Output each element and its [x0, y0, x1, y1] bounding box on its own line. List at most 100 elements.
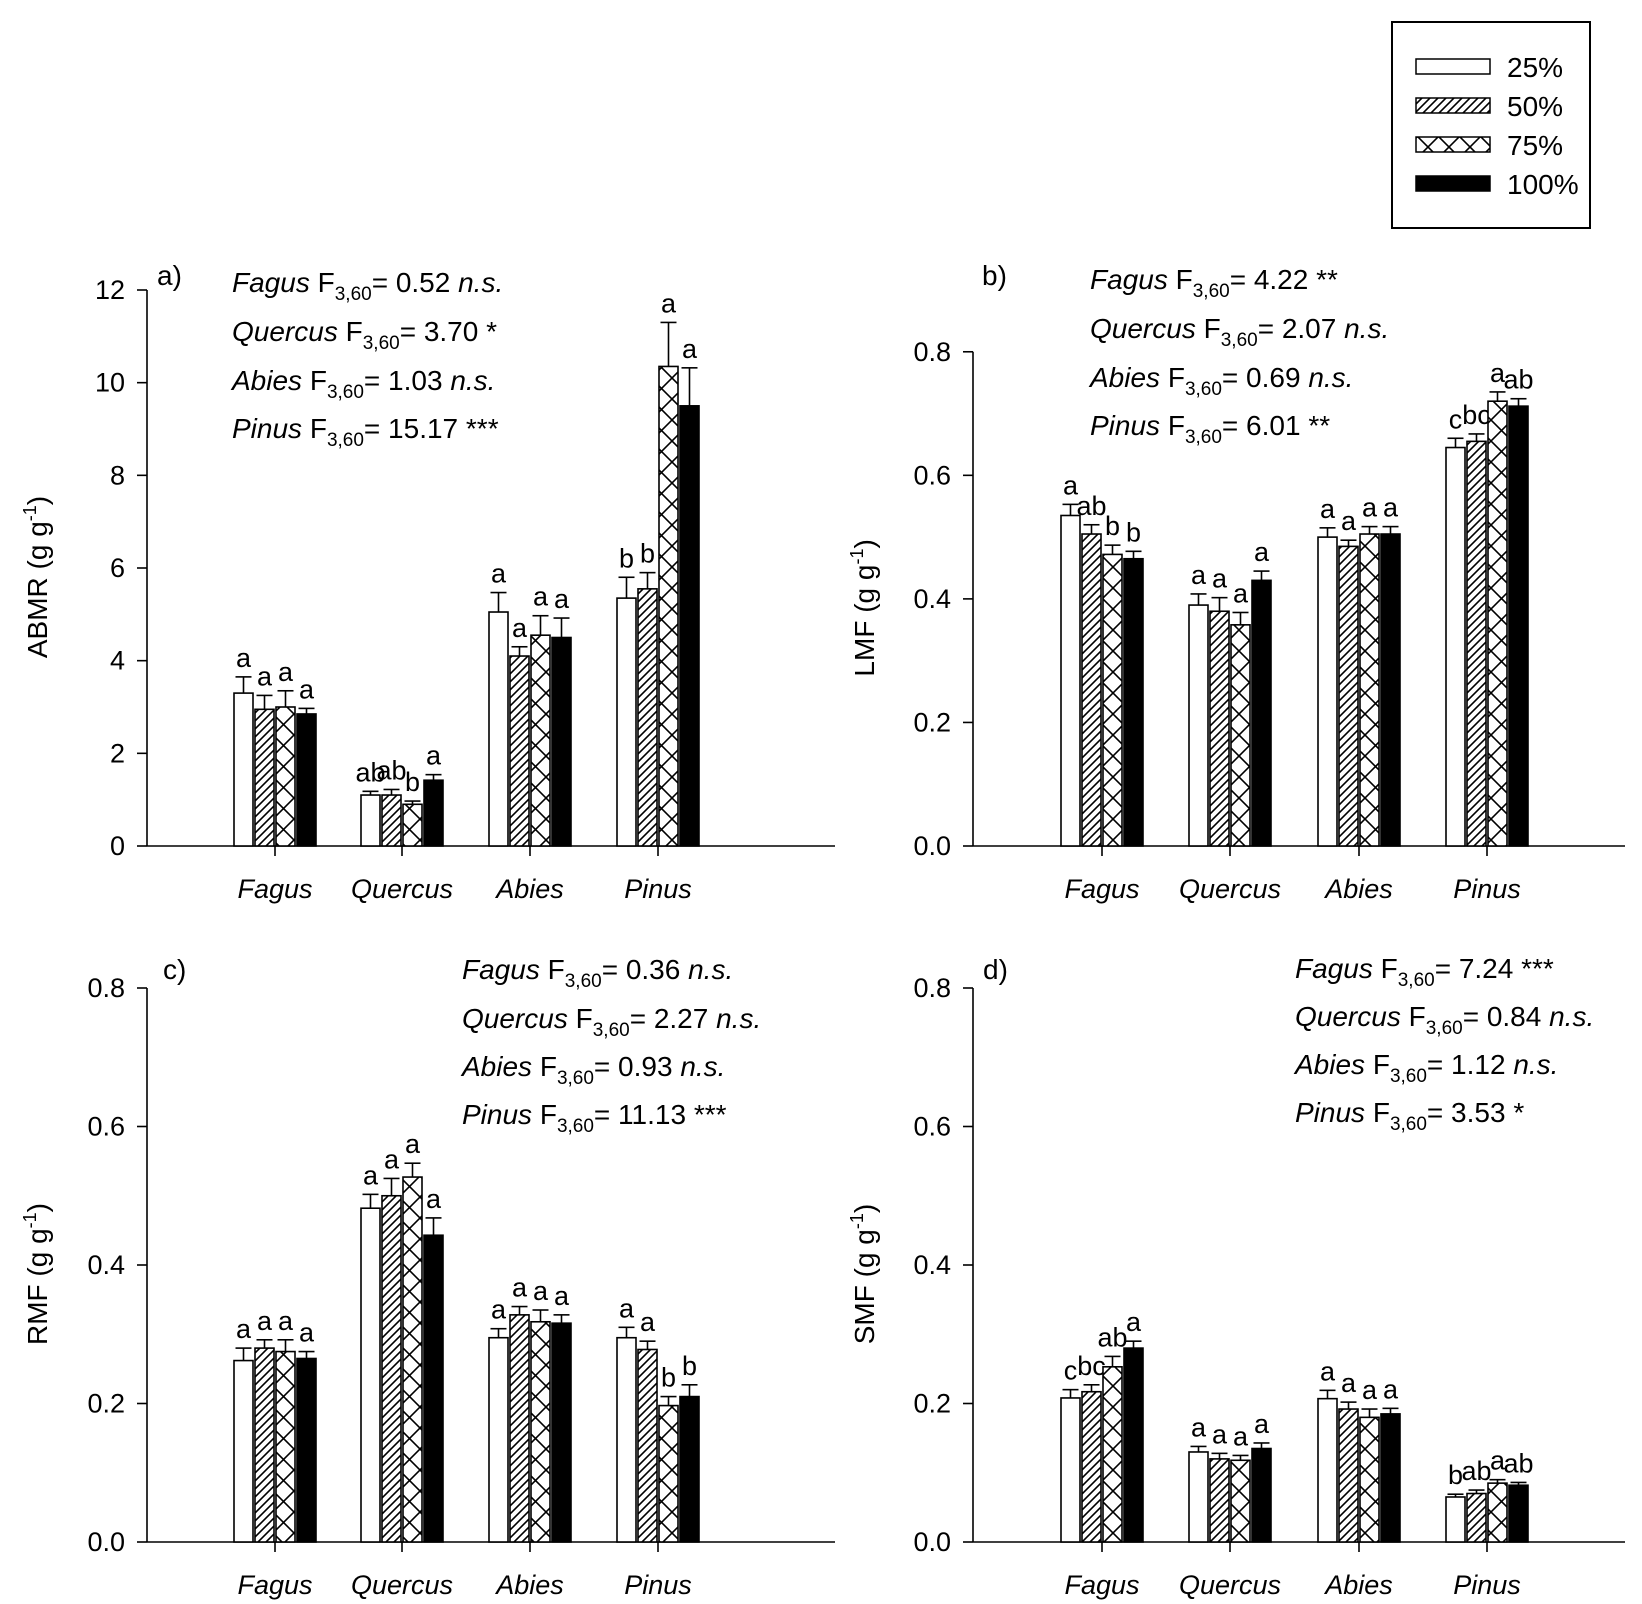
legend: 25% 50% 75% 100% [1391, 21, 1591, 229]
significance-letter: bc [1462, 400, 1491, 430]
stat-value: = 11.13 [594, 1099, 694, 1130]
significance-letter: a [1320, 494, 1336, 524]
category-label-quercus: Quercus [351, 1570, 453, 1600]
stat-genus: Abies [1088, 362, 1160, 393]
y-axis-title: ABMR (g g-1) [20, 496, 53, 658]
y-axis-title-close: ) [22, 1203, 53, 1212]
stat-df: 3,60 [327, 382, 364, 403]
significance-letter: a [1383, 493, 1399, 523]
stat-f: F [568, 1003, 593, 1034]
bar-25 [616, 1336, 637, 1543]
significance-letter: a [405, 1129, 421, 1159]
stat-line-abies: Abies F3,60= 0.69 n.s. [1088, 362, 1353, 400]
stat-df: 3,60 [1398, 970, 1435, 991]
significance-letter: ab [1461, 1456, 1491, 1486]
stat-value: = 0.36 [602, 954, 688, 985]
bar-75 [402, 1176, 423, 1543]
y-axis-title-sup: -1 [20, 1212, 40, 1228]
stat-genus: Quercus [462, 1003, 568, 1034]
stat-significance: n.s. [1549, 1001, 1594, 1032]
significance-letter: a [1212, 1419, 1228, 1449]
bar-50 [1081, 1390, 1102, 1543]
stat-line-quercus: Quercus F3,60= 3.70 * [232, 316, 497, 354]
stat-line-pinus: Pinus F3,60= 11.13 *** [462, 1099, 727, 1137]
stat-df: 3,60 [1193, 281, 1230, 302]
significance-letter: a [363, 1160, 379, 1190]
significance-letter: b [1448, 1460, 1463, 1490]
significance-letter: a [257, 1306, 273, 1336]
category-label-fagus: Fagus [237, 874, 312, 904]
category-label-abies: Abies [494, 874, 564, 904]
bar-25 [360, 794, 381, 847]
y-axis-title-close: ) [849, 1204, 880, 1213]
significance-letter: a [1191, 1412, 1207, 1442]
stat-f: F [1160, 362, 1185, 393]
bar-75 [1359, 1416, 1380, 1543]
y-axis-title-text: LMF (g g [849, 565, 880, 677]
bar-75 [1102, 553, 1123, 847]
significance-letter: a [1383, 1374, 1399, 1404]
legend-swatch-100 [1415, 175, 1491, 192]
stat-f: F [302, 365, 327, 396]
category-label-abies: Abies [1323, 1570, 1393, 1600]
significance-letter: a [661, 288, 677, 318]
bar-50 [509, 1314, 530, 1543]
bar-100 [551, 636, 572, 847]
significance-letter: ab [1097, 1322, 1127, 1352]
bar-25 [616, 597, 637, 847]
y-tick-label: 0.8 [913, 337, 951, 367]
significance-letter: a [236, 643, 252, 673]
panel-d: 0.0 0.2 0.4 0.6 0.8 SMF (g g-1) d) Fagus Quercus… [847, 953, 1625, 1600]
significance-letter: a [426, 741, 442, 771]
significance-letter: a [1191, 560, 1207, 590]
stat-value: = 7.24 [1435, 953, 1521, 984]
bar-75 [1102, 1365, 1123, 1543]
stat-value: = 15.17 [364, 413, 466, 444]
stat-significance: n.s. [716, 1003, 761, 1034]
stat-line-fagus: Fagus F3,60= 0.36 n.s. [462, 954, 733, 992]
legend-label-100: 100% [1507, 169, 1579, 200]
category-label-fagus: Fagus [1064, 874, 1139, 904]
category-label-quercus: Quercus [351, 874, 453, 904]
stat-significance: * [486, 316, 497, 347]
significance-letter: ab [1503, 365, 1533, 395]
bar-25 [233, 1359, 254, 1543]
stat-df: 3,60 [593, 1020, 630, 1041]
y-tick-label: 8 [110, 460, 125, 490]
significance-letter: b [661, 1363, 676, 1393]
y-tick-label: 12 [95, 275, 125, 305]
stat-f: F [532, 1099, 557, 1130]
bar-50 [1209, 1458, 1230, 1543]
stat-genus: Fagus [462, 954, 540, 985]
stat-f: F [532, 1051, 557, 1082]
legend-swatch-75 [1415, 136, 1491, 153]
stat-f: F [1160, 410, 1185, 441]
bar-100 [679, 405, 700, 847]
stat-value: = 4.22 [1230, 264, 1316, 295]
stat-significance: *** [1521, 953, 1554, 984]
legend-label-50: 50% [1507, 91, 1563, 122]
significance-letter: a [278, 1306, 294, 1336]
category-label-quercus: Quercus [1179, 1570, 1281, 1600]
y-axis-title-text: SMF (g g [849, 1229, 880, 1344]
bar-75 [275, 706, 296, 847]
stat-significance: n.s. [1513, 1049, 1558, 1080]
category-label-pinus: Pinus [624, 874, 692, 904]
significance-letter: a [491, 1295, 507, 1325]
panel-c: 0.0 0.2 0.4 0.6 0.8 RMF (g g-1) c) Fagus Quercus… [20, 954, 835, 1600]
significance-letter: a [299, 674, 315, 704]
bar-50 [1209, 610, 1230, 847]
legend-swatch-25 [1415, 58, 1491, 75]
stat-line-quercus: Quercus F3,60= 2.07 n.s. [1090, 313, 1389, 351]
panel-label: a) [157, 260, 182, 291]
bar-75 [530, 634, 551, 847]
y-axis-title-close: ) [22, 496, 53, 505]
significance-letter: a [1233, 1421, 1249, 1451]
y-tick-label: 0.2 [913, 707, 951, 737]
stat-significance: ** [1316, 264, 1338, 295]
bar-50 [254, 1347, 275, 1543]
stat-significance: n.s. [1344, 313, 1389, 344]
stat-value: = 1.03 [364, 365, 450, 396]
y-tick-label: 6 [110, 553, 125, 583]
